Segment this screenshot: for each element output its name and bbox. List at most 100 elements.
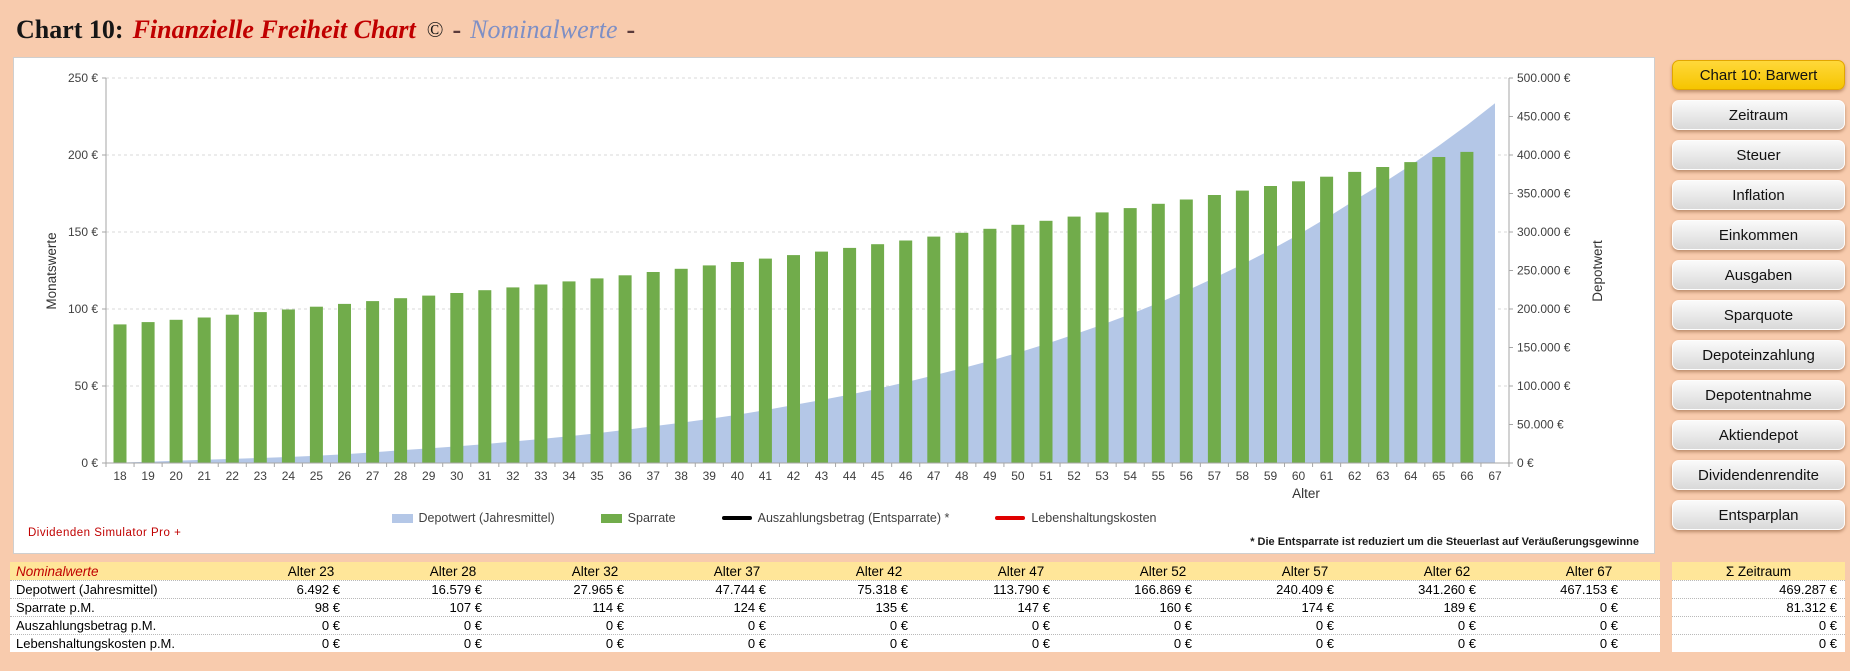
x-axis-tick: 22 [226, 469, 240, 483]
table-cell: 0 € [747, 636, 766, 651]
table-cell: 0 € [889, 636, 908, 651]
table-cell: 0 € [1457, 636, 1476, 651]
bar-sparrate [1460, 151, 1474, 463]
legend-label: Depotwert (Jahresmittel) [418, 511, 555, 525]
x-axis-tick: 41 [759, 469, 773, 483]
title-dash: - [452, 15, 462, 44]
x-axis-tick: 47 [927, 469, 941, 483]
x-axis-tick: 39 [703, 469, 717, 483]
left-axis-title: Monatswerte [44, 232, 59, 309]
left-axis-tick: 100 € [68, 302, 98, 316]
brand-text: Dividenden Simulator Pro + [28, 527, 182, 539]
x-axis-tick: 45 [871, 469, 885, 483]
nav-button-sparquote[interactable]: Sparquote [1672, 300, 1845, 330]
right-axis-tick: 250.000 € [1517, 264, 1571, 278]
bar-sparrate [927, 236, 941, 463]
x-axis-tick: 48 [955, 469, 969, 483]
x-axis-tick: 32 [506, 469, 520, 483]
table-cell: 107 € [449, 600, 482, 615]
bar-sparrate [113, 324, 127, 463]
sum-cell-lebenshaltungskosten-p-m: 0 € [1672, 634, 1845, 652]
row-label: Lebenshaltungskosten p.M. [16, 636, 175, 651]
x-axis-tick: 62 [1348, 469, 1362, 483]
table-cell: 0 € [1173, 636, 1192, 651]
nav-button-entsparplan[interactable]: Entsparplan [1672, 500, 1845, 530]
x-axis-tick: 51 [1039, 469, 1053, 483]
left-axis-tick: 150 € [68, 225, 98, 239]
nav-button-einkommen[interactable]: Einkommen [1672, 220, 1845, 250]
x-axis-tick: 23 [254, 469, 268, 483]
nav-button-zeitraum[interactable]: Zeitraum [1672, 100, 1845, 130]
bar-sparrate [1320, 176, 1334, 463]
col-header-alter-28: Alter 28 [429, 563, 477, 579]
bar-sparrate [197, 317, 211, 463]
table-header-row: Nominalwerte Alter 23 Alter 28 Alter 32 Alte… [10, 562, 1660, 580]
nav-button-dividendenrendite[interactable]: Dividendenrendite [1672, 460, 1845, 490]
x-axis-tick: 59 [1264, 469, 1278, 483]
legend-swatch-lebenshaltungskosten [995, 516, 1026, 520]
right-axis-tick: 450.000 € [1517, 110, 1571, 124]
x-axis-tick: 20 [169, 469, 183, 483]
bar-sparrate [281, 309, 295, 463]
bar-sparrate [1292, 181, 1305, 464]
bar-sparrate [1264, 186, 1277, 463]
nav-button-chart-10-barwert[interactable]: Chart 10: Barwert [1672, 60, 1845, 90]
legend-item-sparrate: Sparrate [600, 511, 676, 525]
title-mode: Nominalwerte [470, 15, 618, 44]
x-axis-tick: 33 [534, 469, 548, 483]
nav-button-depotentnahme[interactable]: Depotentnahme [1672, 380, 1845, 410]
nav-button-ausgaben[interactable]: Ausgaben [1672, 260, 1845, 290]
title-dash: - [626, 15, 636, 44]
title-prefix: Chart 10: [16, 15, 124, 44]
bar-sparrate [338, 303, 351, 463]
table-cell: 98 € [314, 600, 340, 615]
x-axis-tick: 19 [141, 469, 155, 483]
x-axis-tick: 55 [1152, 469, 1166, 483]
table-cell: 0 € [321, 636, 340, 651]
right-axis-tick: 350.000 € [1517, 187, 1571, 201]
bar-sparrate [1207, 195, 1221, 463]
legend-label: Sparrate [627, 511, 676, 525]
legend-item-depotwert-jahresmittel: Depotwert (Jahresmittel) [391, 511, 555, 525]
legend-label: Lebenshaltungskosten [1031, 511, 1157, 525]
x-axis-tick: 21 [198, 469, 212, 483]
right-axis-tick: 100.000 € [1517, 379, 1571, 393]
copyright-symbol: © [426, 17, 444, 42]
x-axis-tick: 60 [1292, 469, 1306, 483]
bar-sparrate [674, 268, 688, 463]
bar-sparrate [983, 228, 997, 463]
x-axis-tick: 52 [1067, 469, 1081, 483]
table-row-auszahlungsbetrag-p-m: Auszahlungsbetrag p.M. 0 € 0 € 0 € 0 € 0 € 0 €… [10, 616, 1660, 634]
col-header-alter-42: Alter 42 [855, 563, 903, 579]
x-axis-tick: 63 [1376, 469, 1390, 483]
x-axis-tick: 65 [1432, 469, 1446, 483]
col-header-alter-52: Alter 52 [1139, 563, 1187, 579]
bar-sparrate [1404, 162, 1418, 463]
bar-sparrate [758, 258, 772, 463]
table-cell: 124 € [733, 600, 766, 615]
bar-sparrate [478, 290, 492, 463]
nav-button-aktiendepot[interactable]: Aktiendepot [1672, 420, 1845, 450]
right-axis-tick: 300.000 € [1517, 225, 1571, 239]
table-cell: 147 € [1017, 600, 1050, 615]
bar-sparrate [309, 306, 323, 463]
nav-button-depoteinzahlung[interactable]: Depoteinzahlung [1672, 340, 1845, 370]
right-axis-tick: 150.000 € [1517, 341, 1571, 355]
nav-button-steuer[interactable]: Steuer [1672, 140, 1845, 170]
table-cell: 16.579 € [431, 582, 482, 597]
table-cell: 135 € [875, 600, 908, 615]
col-header-alter-67: Alter 67 [1565, 563, 1613, 579]
x-axis-tick: 28 [394, 469, 408, 483]
col-header-alter-47: Alter 47 [997, 563, 1045, 579]
page-title: Chart 10: Finanzielle Freiheit Chart © -… [16, 10, 635, 50]
table-cell: 0 € [889, 618, 908, 633]
table-cell: 114 € [592, 600, 624, 615]
nav-button-inflation[interactable]: Inflation [1672, 180, 1845, 210]
x-axis-tick: 56 [1180, 469, 1194, 483]
x-axis-tick: 67 [1488, 469, 1502, 483]
left-axis-tick: 200 € [68, 148, 98, 162]
col-header-alter-57: Alter 57 [1281, 563, 1329, 579]
sum-column-header: Σ Zeitraum [1672, 562, 1845, 580]
bar-sparrate [1235, 190, 1249, 463]
bar-sparrate [1179, 199, 1193, 463]
